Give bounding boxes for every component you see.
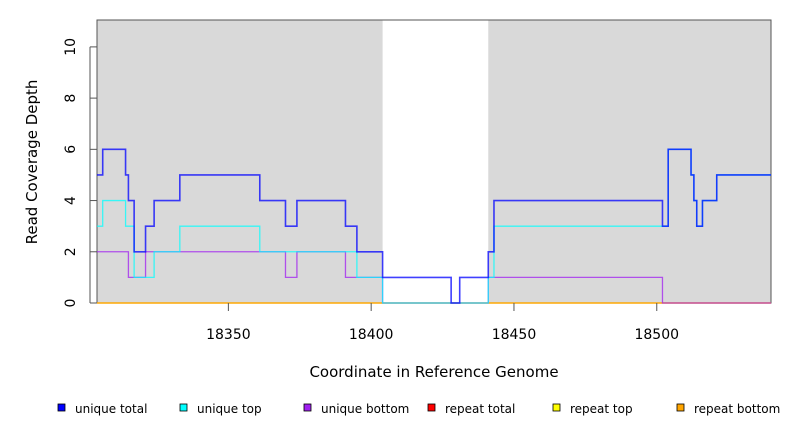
legend-swatch (303, 403, 312, 412)
x-tick-label: 18450 (492, 327, 537, 343)
y-tick-label: 0 (63, 299, 79, 308)
legend-item-repeat-total: repeat total (427, 402, 515, 416)
y-tick-label: 6 (63, 145, 79, 154)
legend-label: unique top (197, 402, 262, 416)
x-tick-label: 18350 (206, 327, 251, 343)
legend-label: unique bottom (321, 402, 409, 416)
shaded-region (488, 20, 771, 303)
series-unique-total (97, 148, 771, 304)
series-lines (97, 148, 771, 304)
legend-item-repeat-bottom: repeat bottom (676, 402, 780, 416)
x-tick-label: 18400 (349, 327, 394, 343)
x-tick-label: 18500 (634, 327, 679, 343)
y-axis: 0 2 4 6 8 10 (63, 38, 97, 307)
y-axis-title: Read Coverage Depth (23, 80, 41, 245)
legend-label: repeat total (445, 402, 515, 416)
legend-swatch (676, 403, 685, 412)
x-axis-title: Coordinate in Reference Genome (309, 363, 558, 381)
legend-swatch (57, 403, 66, 412)
legend-label: unique total (75, 402, 147, 416)
y-tick-label: 8 (63, 94, 79, 103)
y-tick-label: 10 (63, 38, 79, 56)
legend-label: repeat top (570, 402, 633, 416)
legend: unique total unique top unique bottom repea… (57, 402, 780, 416)
legend-item-repeat-top: repeat top (552, 402, 633, 416)
legend-item-unique-top: unique top (179, 402, 262, 416)
legend-swatch (552, 403, 561, 412)
legend-label: repeat bottom (694, 402, 780, 416)
y-tick-label: 2 (63, 247, 79, 256)
legend-swatch (179, 403, 188, 412)
legend-item-unique-bottom: unique bottom (303, 402, 409, 416)
legend-swatch (427, 403, 436, 412)
shaded-region (97, 20, 383, 303)
legend-item-unique-total: unique total (57, 402, 147, 416)
shaded-regions (97, 20, 771, 303)
x-axis: 18350 18400 18450 18500 (206, 303, 679, 343)
y-tick-label: 4 (63, 196, 79, 205)
